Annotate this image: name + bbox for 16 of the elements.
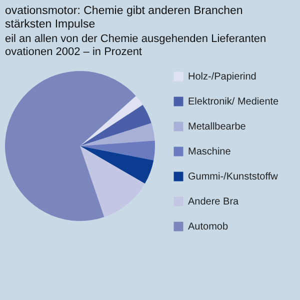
legend-label: Metallbearbe xyxy=(188,122,246,132)
legend-label: Gummi-/Kunststoffw xyxy=(188,172,279,182)
legend-label: Maschine xyxy=(188,146,232,158)
pie-slice xyxy=(80,140,155,160)
pie-slice xyxy=(80,123,155,146)
pie-slice xyxy=(80,104,152,146)
chart-subtitle: eil an allen von der Chemie ausgehenden Lieferanten ovationen 2002 – in Prozent xyxy=(5,33,266,58)
legend-label: Automob xyxy=(188,222,228,232)
chart-title: ovationsmotor: Chemie gibt anderen Branchen stärksten Impulse xyxy=(5,5,243,30)
pie-slice xyxy=(80,96,143,146)
pie-slice xyxy=(80,146,154,184)
legend-label: Andere Bra xyxy=(188,196,240,208)
legend-label: Holz-/Papierind xyxy=(188,72,256,82)
legend-label: Elektronik/ Mediente xyxy=(188,96,280,108)
pie-slice xyxy=(80,146,145,217)
pie-slice xyxy=(5,71,136,221)
